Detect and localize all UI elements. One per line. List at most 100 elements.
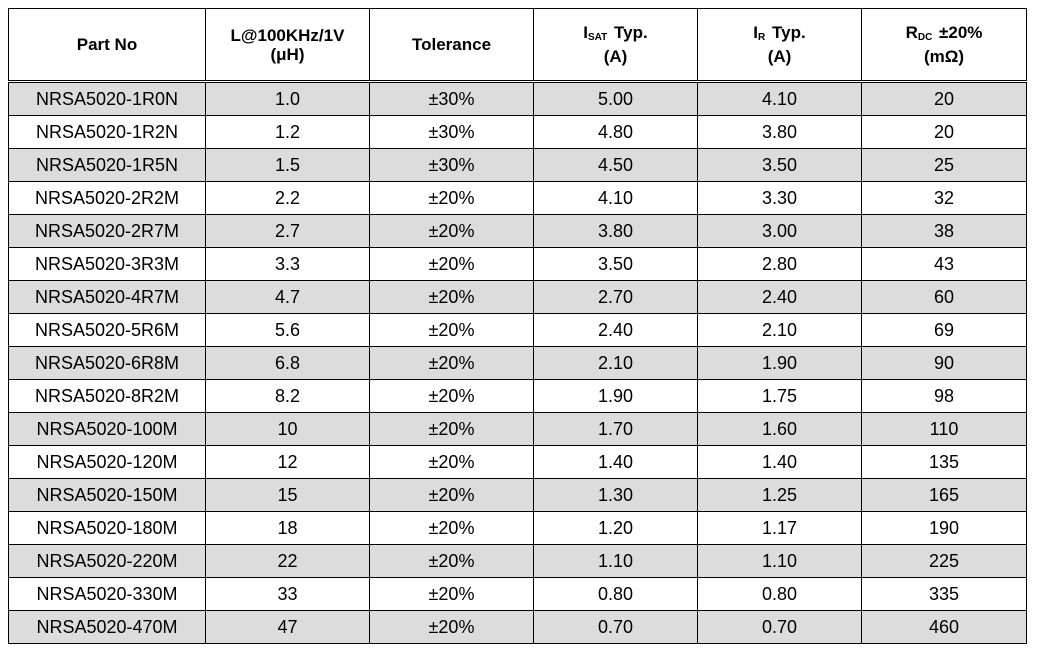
table-row: NRSA5020-3R3M 3.3 ±20% 3.50 2.80 43 xyxy=(8,247,1027,281)
isat-cell: 0.70 xyxy=(533,610,698,644)
table-row: NRSA5020-150M 15 ±20% 1.30 1.25 165 xyxy=(8,478,1027,512)
header-isat: ISAT Typ. (A) xyxy=(533,8,698,82)
ir-cell: 3.00 xyxy=(697,214,862,248)
table-row: NRSA5020-1R2N 1.2 ±30% 4.80 3.80 20 xyxy=(8,115,1027,149)
header-part-no: Part No xyxy=(8,8,206,82)
isat-cell: 1.70 xyxy=(533,412,698,446)
isat-cell: 1.30 xyxy=(533,478,698,512)
inductance-cell: 5.6 xyxy=(205,313,370,347)
rdc-cell: 335 xyxy=(861,577,1027,611)
ir-cell: 0.80 xyxy=(697,577,862,611)
part-no-cell: NRSA5020-1R2N xyxy=(8,115,206,149)
inductance-cell: 8.2 xyxy=(205,379,370,413)
isat-cell: 2.10 xyxy=(533,346,698,380)
tolerance-cell: ±20% xyxy=(369,577,534,611)
part-no-cell: NRSA5020-220M xyxy=(8,544,206,578)
ir-cell: 2.10 xyxy=(697,313,862,347)
rdc-cell: 43 xyxy=(861,247,1027,281)
header-inductance: L@100KHz/1V (μH) xyxy=(205,8,370,82)
isat-cell: 1.20 xyxy=(533,511,698,545)
part-no-cell: NRSA5020-330M xyxy=(8,577,206,611)
ir-cell: 3.80 xyxy=(697,115,862,149)
ir-cell: 1.10 xyxy=(697,544,862,578)
table-row: NRSA5020-2R2M 2.2 ±20% 4.10 3.30 32 xyxy=(8,181,1027,215)
table-row: NRSA5020-220M 22 ±20% 1.10 1.10 225 xyxy=(8,544,1027,578)
header-rdc: RDC ±20% (mΩ) xyxy=(861,8,1027,82)
inductance-cell: 2.7 xyxy=(205,214,370,248)
isat-cell: 4.50 xyxy=(533,148,698,182)
tolerance-cell: ±30% xyxy=(369,115,534,149)
isat-cell: 3.80 xyxy=(533,214,698,248)
rdc-cell: 190 xyxy=(861,511,1027,545)
table-row: NRSA5020-100M 10 ±20% 1.70 1.60 110 xyxy=(8,412,1027,446)
ir-cell: 1.25 xyxy=(697,478,862,512)
tolerance-cell: ±20% xyxy=(369,346,534,380)
rdc-cell: 135 xyxy=(861,445,1027,479)
inductance-cell: 10 xyxy=(205,412,370,446)
rdc-cell: 98 xyxy=(861,379,1027,413)
tolerance-cell: ±20% xyxy=(369,610,534,644)
inductance-cell: 47 xyxy=(205,610,370,644)
part-no-cell: NRSA5020-8R2M xyxy=(8,379,206,413)
tolerance-cell: ±30% xyxy=(369,80,534,116)
part-no-cell: NRSA5020-150M xyxy=(8,478,206,512)
tolerance-cell: ±30% xyxy=(369,148,534,182)
rdc-cell: 32 xyxy=(861,181,1027,215)
tolerance-cell: ±20% xyxy=(369,445,534,479)
part-no-cell: NRSA5020-5R6M xyxy=(8,313,206,347)
tolerance-cell: ±20% xyxy=(369,412,534,446)
inductance-cell: 12 xyxy=(205,445,370,479)
inductance-cell: 1.0 xyxy=(205,80,370,116)
header-row: Part No L@100KHz/1V (μH) Tolerance ISAT … xyxy=(8,8,1027,82)
isat-cell: 2.40 xyxy=(533,313,698,347)
part-no-cell: NRSA5020-3R3M xyxy=(8,247,206,281)
inductance-cell: 15 xyxy=(205,478,370,512)
part-no-cell: NRSA5020-6R8M xyxy=(8,346,206,380)
isat-cell: 2.70 xyxy=(533,280,698,314)
inductance-cell: 6.8 xyxy=(205,346,370,380)
isat-cell: 4.80 xyxy=(533,115,698,149)
ir-cell: 1.17 xyxy=(697,511,862,545)
part-no-cell: NRSA5020-180M xyxy=(8,511,206,545)
rdc-cell: 20 xyxy=(861,115,1027,149)
ir-cell: 3.30 xyxy=(697,181,862,215)
table-row: NRSA5020-8R2M 8.2 ±20% 1.90 1.75 98 xyxy=(8,379,1027,413)
ir-cell: 1.90 xyxy=(697,346,862,380)
isat-cell: 3.50 xyxy=(533,247,698,281)
table-row: NRSA5020-1R5N 1.5 ±30% 4.50 3.50 25 xyxy=(8,148,1027,182)
rdc-cell: 38 xyxy=(861,214,1027,248)
ir-cell: 1.40 xyxy=(697,445,862,479)
part-no-cell: NRSA5020-2R2M xyxy=(8,181,206,215)
tolerance-cell: ±20% xyxy=(369,313,534,347)
rdc-cell: 60 xyxy=(861,280,1027,314)
tolerance-cell: ±20% xyxy=(369,544,534,578)
ir-cell: 3.50 xyxy=(697,148,862,182)
tolerance-cell: ±20% xyxy=(369,511,534,545)
isat-cell: 5.00 xyxy=(533,80,698,116)
rdc-cell: 460 xyxy=(861,610,1027,644)
ir-cell: 1.75 xyxy=(697,379,862,413)
rdc-cell: 225 xyxy=(861,544,1027,578)
isat-cell: 4.10 xyxy=(533,181,698,215)
table-row: NRSA5020-4R7M 4.7 ±20% 2.70 2.40 60 xyxy=(8,280,1027,314)
tolerance-cell: ±20% xyxy=(369,181,534,215)
inductance-cell: 4.7 xyxy=(205,280,370,314)
inductance-cell: 22 xyxy=(205,544,370,578)
part-no-cell: NRSA5020-470M xyxy=(8,610,206,644)
spec-table-container: Part No L@100KHz/1V (μH) Tolerance ISAT … xyxy=(8,8,1027,644)
table-row: NRSA5020-330M 33 ±20% 0.80 0.80 335 xyxy=(8,577,1027,611)
table-row: NRSA5020-5R6M 5.6 ±20% 2.40 2.10 69 xyxy=(8,313,1027,347)
table-row: NRSA5020-6R8M 6.8 ±20% 2.10 1.90 90 xyxy=(8,346,1027,380)
table-row: NRSA5020-1R0N 1.0 ±30% 5.00 4.10 20 xyxy=(8,80,1027,116)
rdc-cell: 25 xyxy=(861,148,1027,182)
isat-cell: 1.10 xyxy=(533,544,698,578)
rdc-cell: 20 xyxy=(861,80,1027,116)
rdc-cell: 165 xyxy=(861,478,1027,512)
tolerance-cell: ±20% xyxy=(369,478,534,512)
part-no-cell: NRSA5020-2R7M xyxy=(8,214,206,248)
header-tolerance: Tolerance xyxy=(369,8,534,82)
tolerance-cell: ±20% xyxy=(369,280,534,314)
part-no-cell: NRSA5020-120M xyxy=(8,445,206,479)
tolerance-cell: ±20% xyxy=(369,214,534,248)
rdc-cell: 110 xyxy=(861,412,1027,446)
